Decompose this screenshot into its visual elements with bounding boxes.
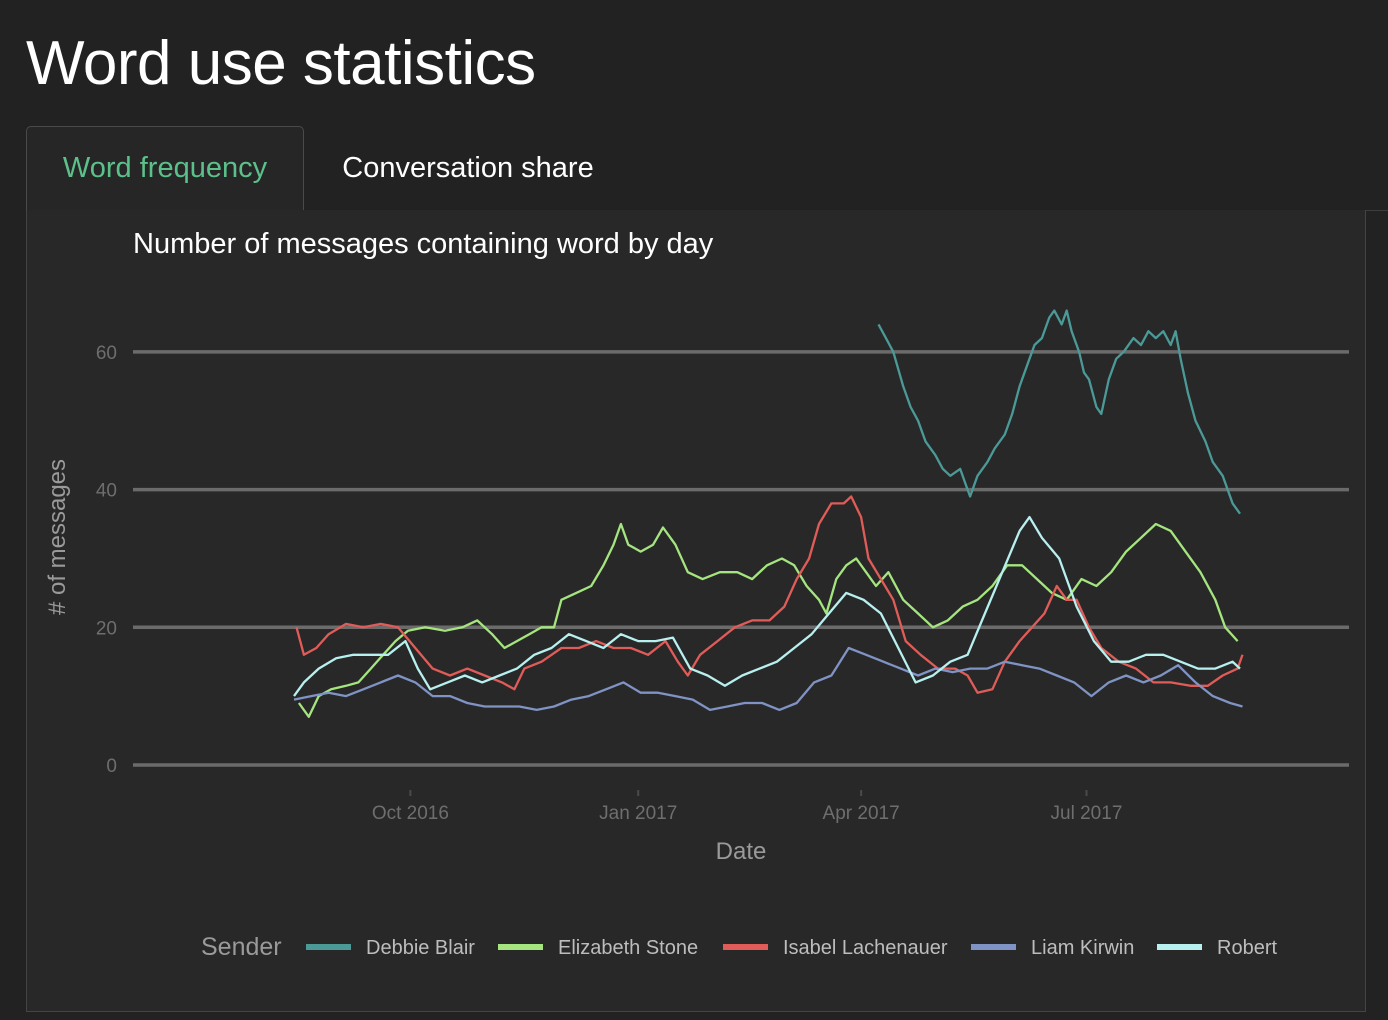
legend-title: Sender (201, 933, 282, 961)
x-axis-title: Date (716, 838, 767, 865)
chart-title: Number of messages containing word by da… (133, 228, 714, 260)
gridlines (133, 350, 1349, 767)
x-tick-label: Apr 2017 (823, 803, 900, 824)
y-tick-label: 40 (96, 481, 117, 502)
tab-word-frequency[interactable]: Word frequency (26, 126, 304, 211)
chart-panel: Number of messages containing word by da… (26, 210, 1366, 1012)
tab-bar: Word frequency Conversation share (0, 126, 1388, 211)
word-frequency-chart: Number of messages containing word by da… (44, 228, 1349, 961)
y-tick-label: 20 (96, 618, 117, 639)
tab-conversation-share[interactable]: Conversation share (342, 152, 594, 184)
legend-label-debbie-blair: Debbie Blair (366, 937, 475, 959)
legend-label-robert: Robert (1217, 937, 1277, 959)
series-line-elizabeth-stone (297, 522, 1239, 718)
legend-label-isabel-lachenauer: Isabel Lachenauer (783, 937, 948, 959)
series-line-debbie-blair (877, 309, 1241, 515)
y-axis-title: # of messages (44, 459, 71, 615)
legend: Sender Debbie Blair Elizabeth Stone Isabel… (201, 933, 1277, 961)
legend-label-elizabeth-stone: Elizabeth Stone (558, 937, 698, 959)
series-line-isabel-lachenauer (295, 495, 1244, 694)
series-line-robert (293, 515, 1241, 697)
y-tick-label: 0 (106, 756, 117, 777)
x-tick-label: Jul 2017 (1051, 803, 1123, 824)
axis-ticks: 0 20 40 60 Oct 2016 Jan 2017 Apr 2017 Jul 2017 (96, 343, 1123, 824)
series-line-liam-kirwin (293, 646, 1243, 712)
page-title: Word use statistics (26, 29, 536, 98)
legend-label-liam-kirwin: Liam Kirwin (1031, 937, 1134, 959)
series-lines (293, 309, 1244, 718)
x-tick-label: Jan 2017 (599, 803, 677, 824)
x-tick-label: Oct 2016 (372, 803, 449, 824)
y-tick-label: 60 (96, 343, 117, 364)
